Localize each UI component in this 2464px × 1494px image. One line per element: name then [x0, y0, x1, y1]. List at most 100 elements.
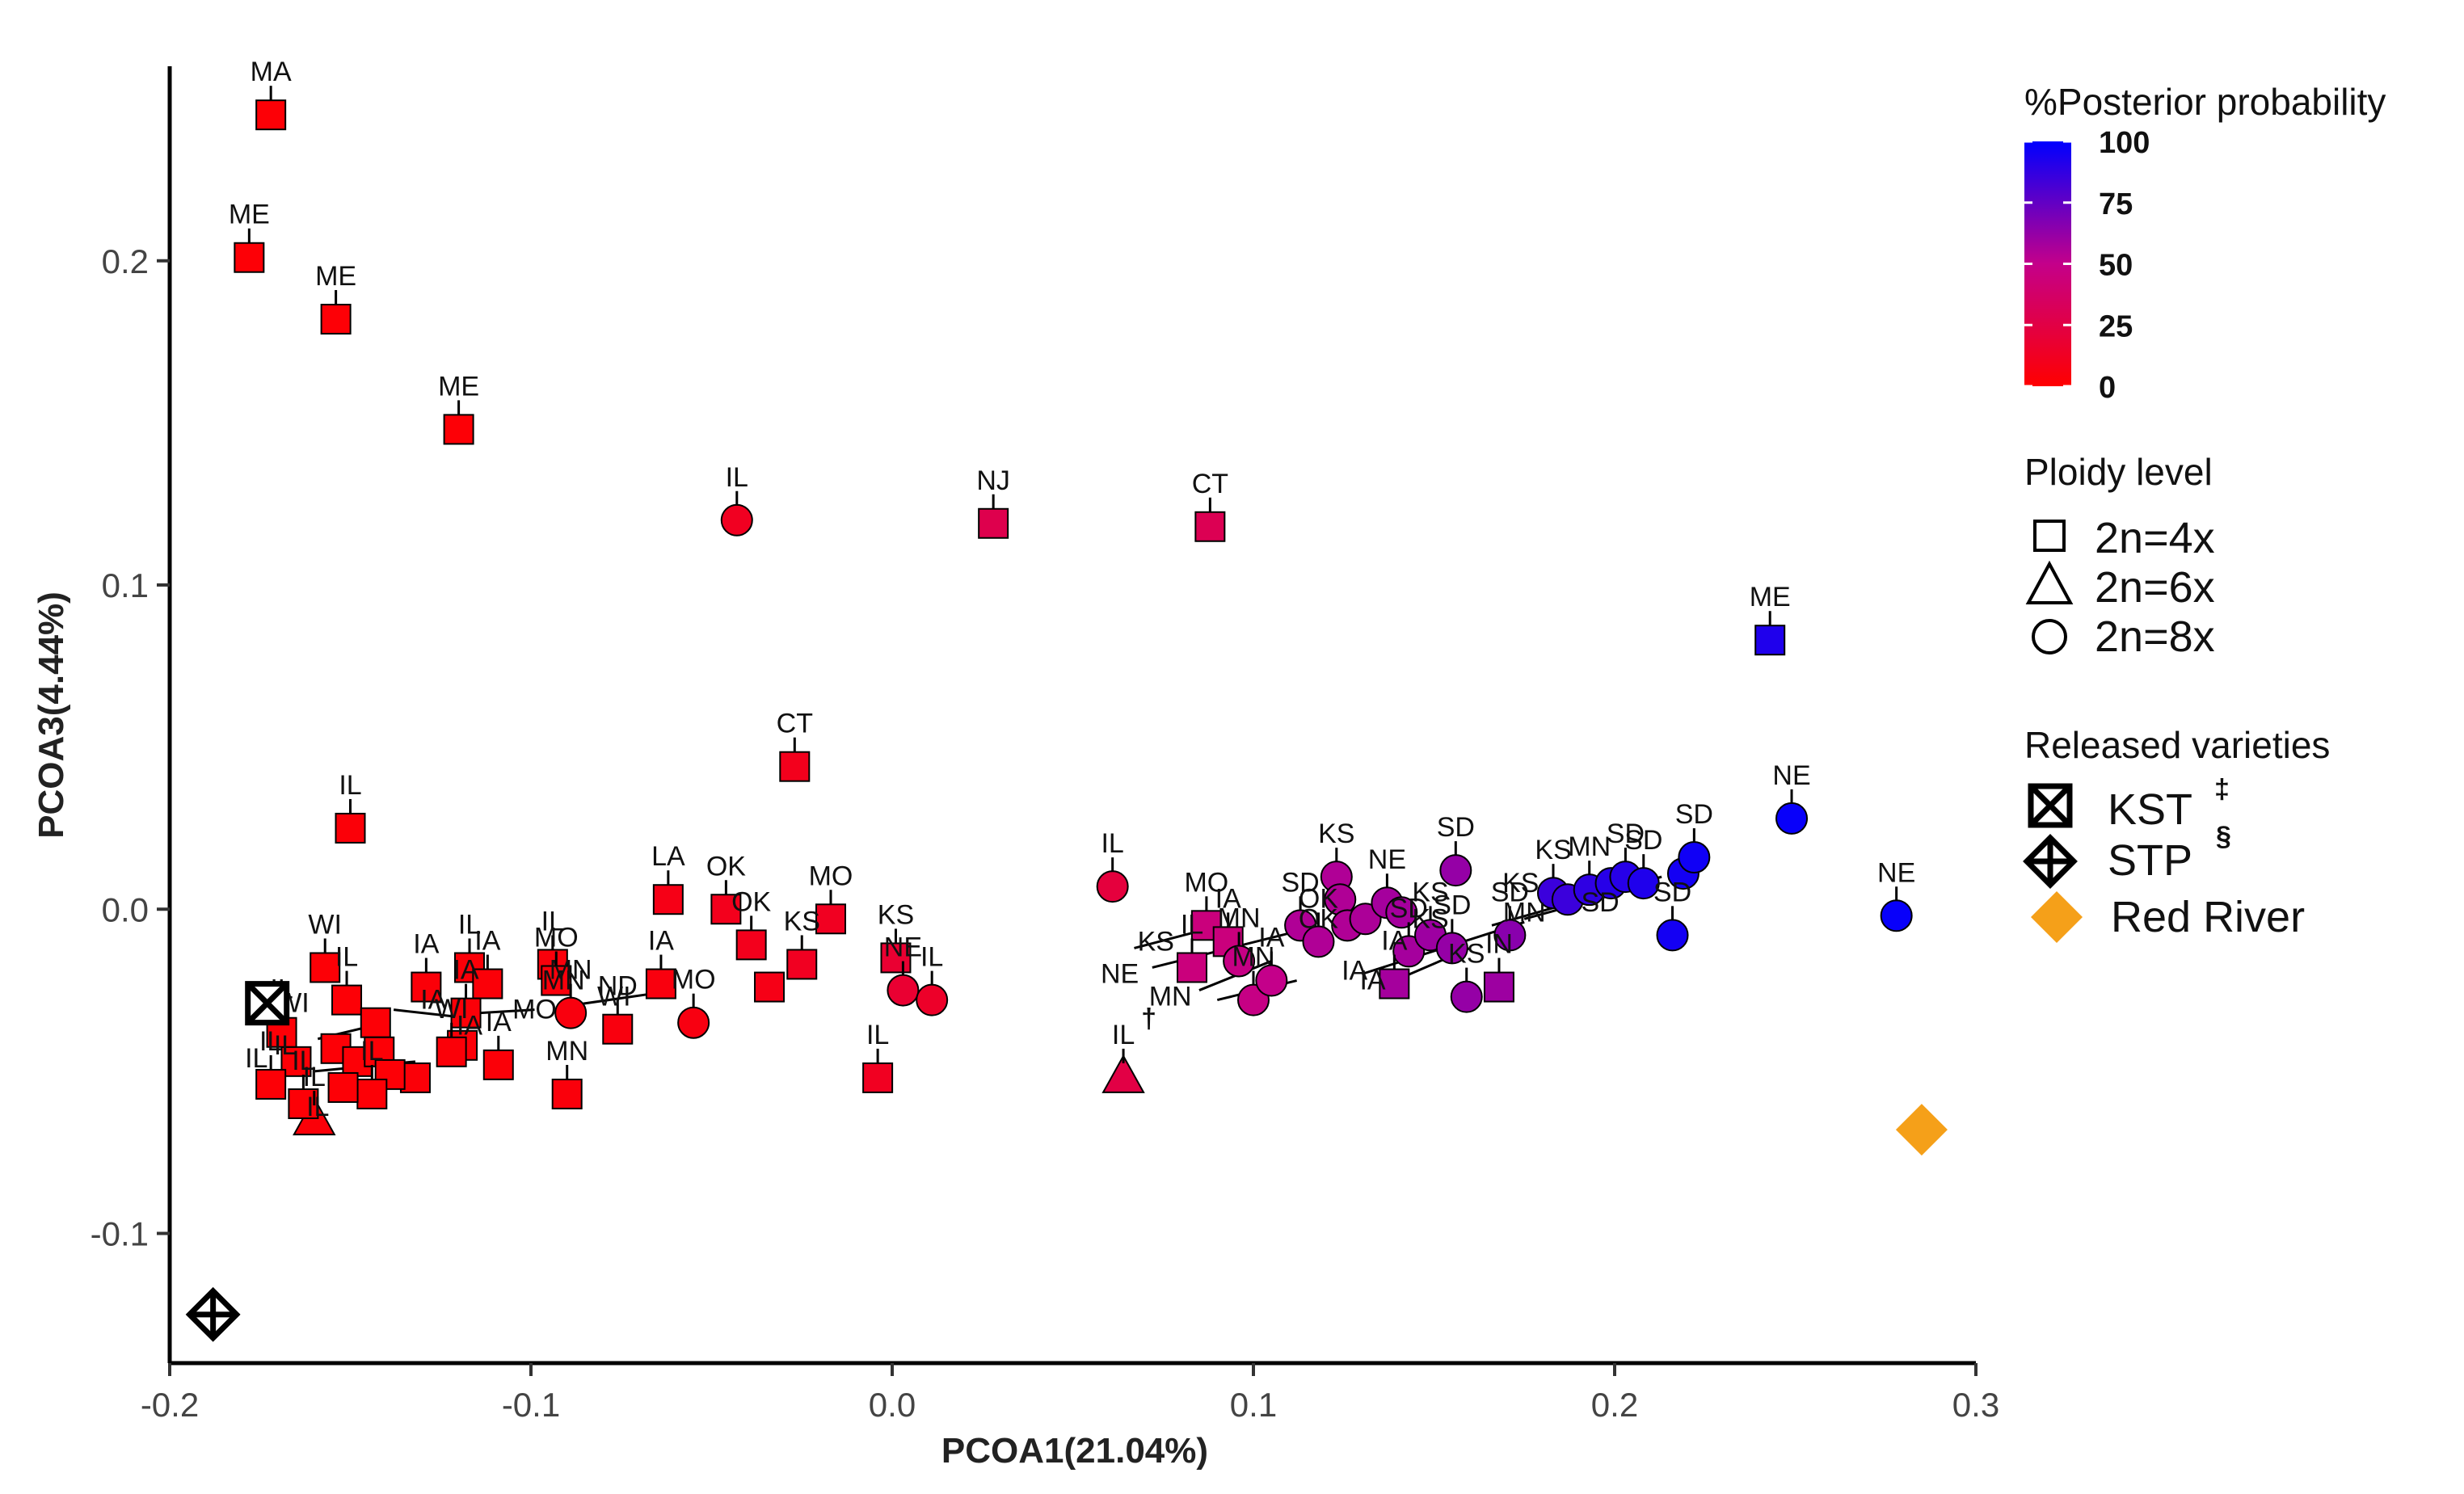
- kst-variety-marker: [245, 981, 290, 1026]
- square-point: [815, 903, 847, 935]
- point-label: NE: [884, 932, 922, 963]
- point-label: KS: [1535, 835, 1571, 865]
- legend-ploidy-label: 2n=4x: [2095, 514, 2215, 562]
- point-label: OK: [731, 886, 771, 917]
- x-axis-ticks: -0.2 -0.1 0.0 0.1 0.2 0.3: [141, 1363, 1999, 1424]
- point-label: SD: [1607, 819, 1645, 849]
- square-point: [255, 1068, 287, 1100]
- circle-point: [1385, 896, 1418, 929]
- point-label: IL: [360, 1036, 383, 1067]
- y-tick-label: 0.1: [102, 566, 149, 604]
- circle-point: [1880, 899, 1913, 932]
- point-label: ME: [229, 200, 270, 230]
- colorbar-tick-label: 50: [2099, 249, 2133, 283]
- point-label: KS: [1412, 877, 1448, 907]
- point-label: MO: [1184, 867, 1228, 898]
- x-tick-label: 0.2: [1591, 1386, 1638, 1424]
- square-point: [327, 1071, 359, 1103]
- point-label: MO: [809, 861, 853, 891]
- colorbar-tick-label: 0: [2099, 371, 2116, 405]
- square-point: [1483, 971, 1514, 1003]
- point-label: WI: [308, 909, 342, 940]
- point-label: IL: [866, 1020, 889, 1050]
- point-label: IA: [1342, 955, 1367, 986]
- point-label: SD: [1433, 890, 1471, 920]
- square-point: [541, 965, 572, 996]
- point-label: IA: [474, 926, 500, 957]
- point-label: NE: [1368, 844, 1406, 875]
- point-label: CT: [1192, 469, 1228, 499]
- point-label: IA: [420, 985, 446, 1016]
- x-tick-label: 0.0: [869, 1386, 916, 1424]
- square-point: [862, 1062, 894, 1093]
- point-label: WI: [597, 982, 631, 1012]
- legend-variety-note: ‡: [2214, 774, 2230, 805]
- point-label: IL: [274, 1030, 297, 1061]
- square-point: [1177, 952, 1208, 983]
- square-point: [360, 1007, 391, 1038]
- square-point: [880, 942, 912, 974]
- point-label: IA: [486, 1007, 512, 1037]
- point-label: MN: [1503, 897, 1546, 928]
- square-point: [436, 1036, 467, 1067]
- connector-line: [393, 1008, 452, 1018]
- square-point: [779, 751, 811, 782]
- legend: %Posterior probability 100 75 50 25 0 Ploidy…: [2023, 81, 2386, 943]
- point-label: IL: [1101, 828, 1123, 859]
- legend-varieties-title: Released varieties: [2024, 724, 2330, 766]
- legend-colorbar-ticks: 100 75 50 25 0: [2024, 126, 2150, 405]
- legend-square-marker: [2033, 520, 2066, 552]
- point-label: ME: [438, 371, 479, 402]
- square-point: [472, 968, 503, 1000]
- square-point: [754, 971, 786, 1003]
- point-label: KS: [1138, 926, 1174, 957]
- legend-stp-marker: [2023, 834, 2078, 889]
- point-label: NE: [1101, 959, 1139, 990]
- point-label: IL: [458, 909, 481, 940]
- point-label: SD: [1675, 799, 1713, 830]
- kst-cross: [246, 982, 289, 1025]
- square-point: [411, 971, 442, 1003]
- legend-triangle-marker: [2025, 560, 2074, 604]
- y-tick-label: 0.2: [102, 242, 149, 280]
- square-point: [482, 1049, 514, 1080]
- legend-variety-note: §: [2216, 821, 2231, 852]
- point-label: NJ: [976, 465, 1010, 496]
- legend-colorbar-title: %Posterior probability: [2024, 81, 2386, 123]
- point-label: LA: [651, 841, 685, 872]
- circle-point: [887, 974, 920, 1007]
- point-label: NE: [1772, 760, 1810, 791]
- point-label: IL: [726, 462, 748, 493]
- square-point: [1194, 511, 1226, 542]
- point-label: IL: [292, 1046, 314, 1076]
- point-label: IL: [339, 770, 361, 801]
- circle-point: [677, 1006, 710, 1039]
- point-label: SD: [1582, 887, 1620, 918]
- point-label: IA: [453, 955, 478, 986]
- stp-variety-marker: [185, 1286, 241, 1342]
- point-label: CT: [777, 709, 813, 739]
- point-label: IA: [457, 1011, 482, 1042]
- point-label: IL: [245, 1043, 267, 1074]
- point-label: MN: [1218, 903, 1261, 933]
- point-label: IL: [259, 1026, 282, 1057]
- point-label: IL: [303, 1062, 326, 1092]
- x-tick-label: -0.1: [502, 1386, 560, 1424]
- point-label: ME: [315, 261, 356, 292]
- point-label: MO: [672, 965, 716, 995]
- point-label: KS: [1448, 939, 1485, 970]
- circle-point: [1450, 980, 1483, 1013]
- legend-circle-marker: [2032, 619, 2067, 654]
- circle-point: [1678, 841, 1711, 874]
- circle-point: [1656, 919, 1689, 952]
- point-label: IL: [1112, 1020, 1135, 1050]
- square-point: [710, 894, 742, 925]
- point-label: MN: [1149, 982, 1192, 1012]
- variety-markers: [185, 981, 1948, 1342]
- y-tick-label: 0.0: [102, 890, 149, 928]
- point-label: KS: [784, 906, 820, 936]
- point-label: IA: [648, 926, 674, 957]
- point-label: MN: [542, 966, 585, 996]
